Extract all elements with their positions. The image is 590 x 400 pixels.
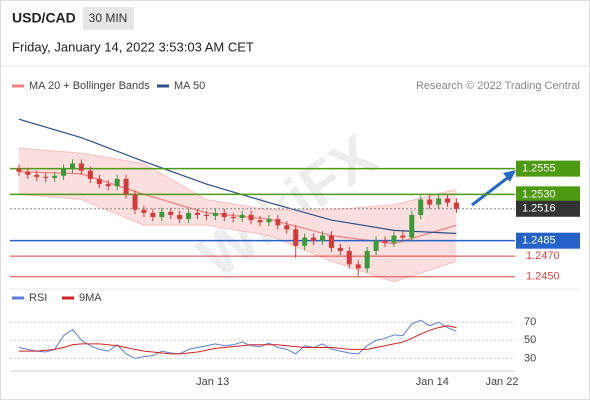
forecast-arrow — [471, 174, 511, 207]
candle-body — [373, 240, 379, 251]
indicator-line — [18, 325, 457, 355]
candle-body — [453, 202, 459, 209]
candle-body — [114, 178, 120, 187]
legend-label: 9MA — [79, 292, 102, 304]
interval: 30 MIN — [89, 11, 128, 25]
candle-body — [52, 175, 58, 178]
symbol: USD/CAD — [12, 10, 76, 26]
bollinger-lower — [18, 193, 457, 283]
candle-body — [96, 178, 102, 185]
level-label: 1.2450 — [526, 271, 560, 283]
candle-body — [409, 214, 415, 238]
candle-body — [248, 214, 254, 221]
y-tick-label: 50 — [524, 334, 536, 346]
candle-body — [78, 163, 84, 171]
candle-body — [123, 178, 129, 195]
level-box — [516, 232, 580, 249]
y-tick-label: 30 — [524, 352, 536, 364]
candle-body — [311, 237, 317, 241]
candle-body — [320, 235, 325, 241]
candle-body — [400, 235, 406, 238]
candle-body — [382, 240, 388, 243]
candle-body — [328, 235, 334, 248]
candle-body — [230, 217, 236, 219]
candle-body — [186, 212, 192, 220]
candle-body — [391, 235, 397, 243]
candle-body — [132, 194, 138, 210]
level-label: 1.2516 — [522, 203, 556, 215]
candle-body — [150, 212, 156, 217]
candle-body — [257, 220, 263, 223]
candle-body — [266, 219, 272, 223]
candle-body — [61, 168, 67, 176]
candle-body — [436, 198, 442, 205]
candle-body — [445, 198, 450, 203]
level-box — [516, 186, 580, 203]
x-tick-label: Jan 13 — [196, 376, 229, 388]
legend-label: MA 20 + Bollinger Bands — [29, 80, 150, 92]
candle-body — [427, 199, 433, 205]
candle-body — [195, 212, 200, 215]
candle-body — [284, 225, 290, 230]
candle-body — [105, 184, 111, 187]
candle-body — [293, 229, 299, 246]
level-label: 1.2485 — [522, 235, 556, 247]
level-label: 1.2470 — [526, 250, 560, 262]
credit: Research © 2022 Trading Central — [416, 80, 580, 92]
candle-body — [221, 212, 227, 217]
candle-body — [212, 212, 218, 216]
candle-body — [337, 247, 343, 251]
candle-body — [177, 214, 183, 220]
level-label: 1.2530 — [522, 188, 556, 200]
candle-body — [275, 219, 281, 226]
bollinger-upper — [18, 147, 457, 211]
candle-body — [364, 250, 370, 269]
candle-body — [43, 176, 49, 178]
ma-line — [18, 118, 457, 235]
x-tick-label: Jan 14 — [416, 376, 449, 388]
candle-body — [34, 174, 40, 177]
candle-body — [355, 264, 361, 269]
candle-body — [418, 199, 424, 215]
x-tick-label: Jan 22 — [485, 376, 518, 388]
candle-body — [159, 211, 165, 217]
y-tick-label: 70 — [524, 316, 536, 328]
candle-body — [87, 170, 93, 179]
interval-box — [83, 7, 134, 30]
candle-body — [239, 214, 245, 219]
indicator-line — [18, 319, 457, 359]
datetime: Friday, January 14, 2022 3:53:03 AM CET — [12, 39, 254, 54]
candle-body — [168, 211, 174, 215]
candle-body — [25, 171, 31, 175]
level-label: 1.2555 — [522, 163, 556, 175]
candle-body — [302, 237, 308, 246]
level-box — [516, 200, 580, 217]
level-box — [516, 160, 580, 177]
legend-label: MA 50 — [174, 80, 205, 92]
forecast-arrow-head — [503, 170, 516, 182]
candle-body — [16, 168, 22, 172]
candle-body — [70, 163, 75, 169]
candle-body — [346, 250, 352, 265]
candle-body — [141, 209, 147, 213]
candle-body — [203, 214, 209, 216]
legend-label: RSI — [29, 292, 47, 304]
